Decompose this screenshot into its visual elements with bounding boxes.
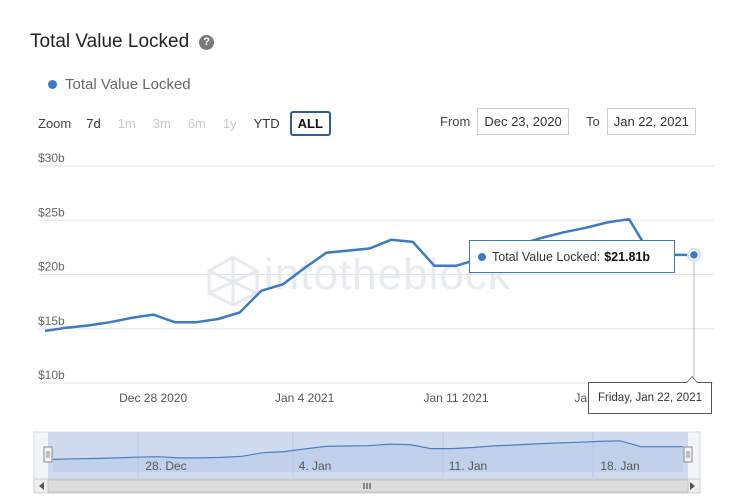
y-tick-label: $15b — [38, 314, 65, 328]
zoom-1m-button[interactable]: 1m — [117, 116, 136, 131]
navigator-area — [53, 440, 683, 472]
tooltip-series-label: Total Value Locked: — [492, 249, 601, 264]
zoom-3m-button[interactable]: 3m — [152, 116, 171, 131]
crosshair-date-label: Friday, Jan 22, 2021 — [588, 376, 712, 414]
x-tick-label: Jan 4 2021 — [275, 391, 335, 405]
y-tick-label: $20b — [38, 260, 65, 274]
date-range-from: From Dec 23, 2020 — [440, 108, 569, 135]
to-date-input[interactable]: Jan 22, 2021 — [606, 108, 696, 135]
zoom-6m-button[interactable]: 6m — [187, 116, 206, 131]
chart-title: Total Value Locked — [30, 31, 190, 52]
zoom-7d-button[interactable]: 7d — [86, 116, 101, 131]
legend-dot-icon — [48, 80, 57, 89]
navigator-label: 18. Jan — [600, 459, 639, 473]
legend-label: Total Value Locked — [65, 76, 191, 93]
navigator-label: 11. Jan — [449, 459, 487, 473]
zoom-label: Zoom — [38, 116, 72, 131]
zoom-controls: Zoom 7d 1m 3m 6m 1y YTD ALL — [38, 111, 334, 136]
question-circle-icon[interactable]: ? — [199, 34, 215, 50]
y-tick-label: $30b — [38, 151, 65, 165]
scroll-left-arrow-icon — [39, 482, 44, 490]
value-tooltip: Total Value Locked: $21.81b — [469, 240, 675, 273]
from-date-input[interactable]: Dec 23, 2020 — [477, 108, 569, 135]
navigator-label: 4. Jan — [299, 459, 332, 473]
data-point — [688, 249, 700, 261]
chart-title-row: Total Value Locked ? — [30, 31, 215, 53]
zoom-1y-button[interactable]: 1y — [222, 116, 237, 131]
scroll-right-arrow-icon — [690, 482, 695, 490]
y-tick-label: $10b — [38, 368, 65, 382]
zoom-ytd-button[interactable]: YTD — [253, 116, 280, 131]
navigator-label: 28. Dec — [145, 459, 186, 473]
zoom-all-button[interactable]: ALL — [289, 111, 331, 136]
tooltip-value: $21.81b — [604, 249, 651, 264]
navigator-right-handle — [683, 446, 693, 463]
from-label: From — [440, 114, 471, 129]
navigator-left-handle — [43, 446, 53, 463]
scrollbar-thumb — [47, 479, 689, 493]
y-tick-label: $25b — [38, 205, 65, 219]
navigator-line — [52, 440, 683, 460]
tooltip-dot-icon — [478, 252, 486, 261]
date-range-to: To Jan 22, 2021 — [586, 108, 696, 135]
watermark-logo-icon — [207, 255, 259, 307]
to-label: To — [586, 114, 600, 129]
series-line — [44, 217, 694, 333]
x-tick-label: Dec 28 2020 — [119, 391, 187, 405]
legend[interactable]: Total Value Locked — [48, 76, 191, 93]
x-tick-label: Jan 11 2021 — [423, 391, 488, 405]
